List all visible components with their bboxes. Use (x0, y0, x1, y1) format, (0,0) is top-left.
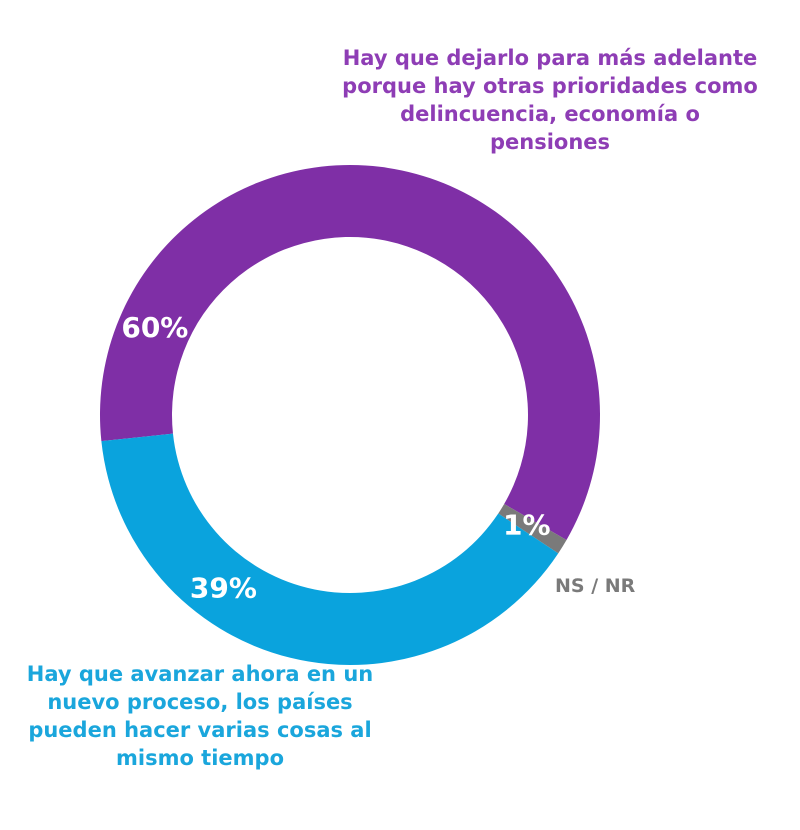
category-label-nsnr: NS / NR (555, 575, 636, 597)
slice-now (101, 433, 559, 666)
percent-label-now: 39% (190, 572, 257, 605)
percent-label-nsnr: 1% (503, 509, 551, 542)
percent-label-later: 60% (121, 311, 188, 344)
slice-later (100, 165, 601, 540)
category-label-now: Hay que avanzar ahora en un nuevo proces… (26, 662, 374, 770)
donut-slices (100, 165, 601, 666)
category-label-later: Hay que dejarlo para más adelante porque… (342, 46, 758, 154)
percent-labels: 60% 1% 39% NS / NR (121, 311, 635, 604)
slice-nsnr (498, 504, 567, 554)
